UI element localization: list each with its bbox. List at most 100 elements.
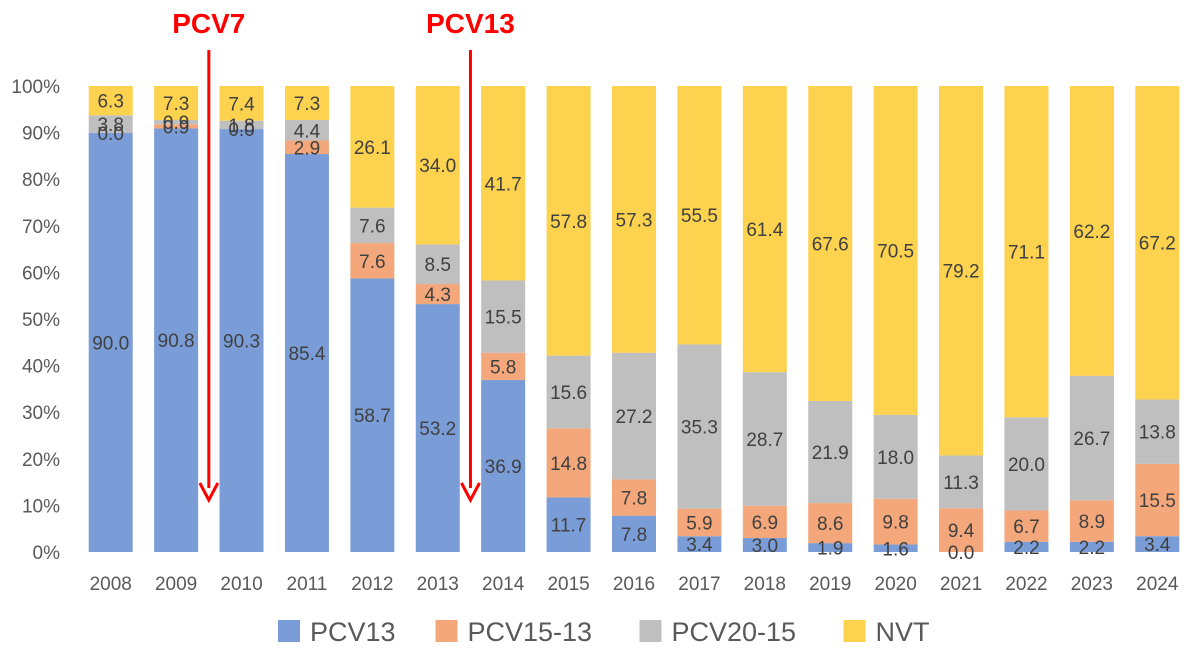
data-label: 58.7 <box>354 406 391 427</box>
data-label: 7.8 <box>621 525 647 546</box>
legend-swatch <box>843 620 866 642</box>
y-axis: 0% 10% 20% 30% 40% 50% 60% 70% 80% 90% 100% <box>11 77 60 564</box>
data-label: 41.7 <box>485 174 522 195</box>
bar-stack <box>1004 86 1049 552</box>
bar-segment <box>808 503 853 544</box>
bar-segment <box>88 133 133 552</box>
bar-segment <box>677 86 722 345</box>
bar-stack <box>88 86 133 552</box>
data-label: 90.0 <box>92 334 129 355</box>
y-tick-label: 70% <box>22 217 60 238</box>
bar-segment <box>939 86 984 456</box>
bar-stack <box>1135 86 1180 552</box>
x-tick-label: 2016 <box>613 574 655 595</box>
bar-segment <box>284 140 329 155</box>
bar-segment <box>1004 417 1049 511</box>
data-label: 57.8 <box>550 212 587 233</box>
x-tick-label: 2017 <box>678 574 720 595</box>
bar-segment <box>284 120 329 141</box>
bar-segment <box>873 498 918 545</box>
data-label: 3.4 <box>1144 535 1171 556</box>
bar-segment <box>677 536 722 552</box>
data-label: 7.6 <box>359 252 385 273</box>
data-label: 3.0 <box>752 536 778 557</box>
data-label: 67.6 <box>812 235 849 256</box>
data-label: 0.9 <box>163 117 189 138</box>
x-tick-label: 2008 <box>90 574 132 595</box>
data-label: 6.3 <box>97 92 123 113</box>
data-label: 15.5 <box>1139 491 1176 512</box>
bar-segment <box>219 120 264 130</box>
bar-segment <box>415 284 460 305</box>
data-label: 67.2 <box>1139 234 1176 255</box>
data-label: 4.3 <box>425 285 451 306</box>
x-tick-label: 2009 <box>155 574 197 595</box>
bar-segment <box>481 280 526 353</box>
bar-segment <box>677 344 722 509</box>
x-tick-label: 2020 <box>875 574 917 595</box>
y-tick-label: 30% <box>22 403 60 424</box>
data-label: 9.8 <box>882 513 908 534</box>
data-label: 8.6 <box>817 514 843 535</box>
data-label: 20.0 <box>1008 455 1045 476</box>
bar-segment <box>284 86 329 121</box>
x-tick-label: 2024 <box>1136 574 1179 595</box>
bar-segment <box>1069 86 1114 376</box>
y-tick-label: 60% <box>22 263 60 284</box>
bar-segment <box>1069 541 1114 552</box>
data-label: 14.8 <box>550 454 587 475</box>
annotation-arrow-head <box>198 482 220 504</box>
data-label: 7.4 <box>228 94 255 115</box>
bar-stack <box>742 86 787 552</box>
data-label: 7.3 <box>163 94 189 115</box>
data-label: 0.0 <box>948 543 974 564</box>
x-axis: 2008 2009 2010 2011 2012 2013 2014 2015 2016 2017… <box>90 574 1179 595</box>
bar-stack <box>415 86 460 552</box>
data-label: 7.8 <box>621 489 647 510</box>
bar-segment <box>742 372 787 506</box>
data-label: 71.1 <box>1008 243 1045 264</box>
bar-segment <box>154 124 199 129</box>
bar-segment <box>939 508 984 552</box>
bar-segment <box>88 86 133 116</box>
bar-segment <box>481 352 526 380</box>
data-label: 0.0 <box>97 124 123 145</box>
bar-segment <box>350 278 395 552</box>
data-label: 70.5 <box>877 241 914 262</box>
data-label: 13.8 <box>1139 423 1176 444</box>
bar-segment <box>1135 463 1180 537</box>
bar-segment <box>612 479 656 516</box>
bar-stack <box>154 86 199 552</box>
bar-segment <box>481 86 526 281</box>
x-tick-label: 2014 <box>482 574 525 595</box>
data-label: 1.6 <box>882 539 908 560</box>
data-label: 18.0 <box>877 448 914 469</box>
data-label: 21.9 <box>812 443 849 464</box>
y-tick-label: 50% <box>22 310 60 331</box>
legend-item: PCV13 <box>278 617 396 647</box>
data-label: 9.4 <box>948 521 975 542</box>
data-label: 5.9 <box>686 513 712 534</box>
bar-segment <box>284 154 329 552</box>
x-tick-label: 2011 <box>287 574 328 595</box>
data-label: 0.9 <box>163 113 189 134</box>
y-tick-label: 20% <box>22 450 60 471</box>
bar-segment <box>742 505 787 539</box>
y-tick-label: 0% <box>33 543 61 564</box>
y-tick-label: 90% <box>22 124 60 145</box>
bar-stack <box>873 86 918 552</box>
annotation-label: PCV13 <box>426 8 515 39</box>
bar-segment <box>546 355 591 429</box>
bar-segment <box>481 379 526 552</box>
bar-segment <box>546 86 591 356</box>
bar-segment <box>350 86 395 208</box>
bar-segment <box>1004 510 1049 542</box>
y-tick-label: 10% <box>22 496 60 517</box>
annotations: PCV7 PCV13 <box>172 8 515 504</box>
bar-segment <box>1135 399 1180 464</box>
data-label: 7.6 <box>359 216 385 237</box>
data-label: 27.2 <box>616 407 653 428</box>
y-tick-label: 40% <box>22 357 60 378</box>
data-label: 1.9 <box>817 539 843 560</box>
